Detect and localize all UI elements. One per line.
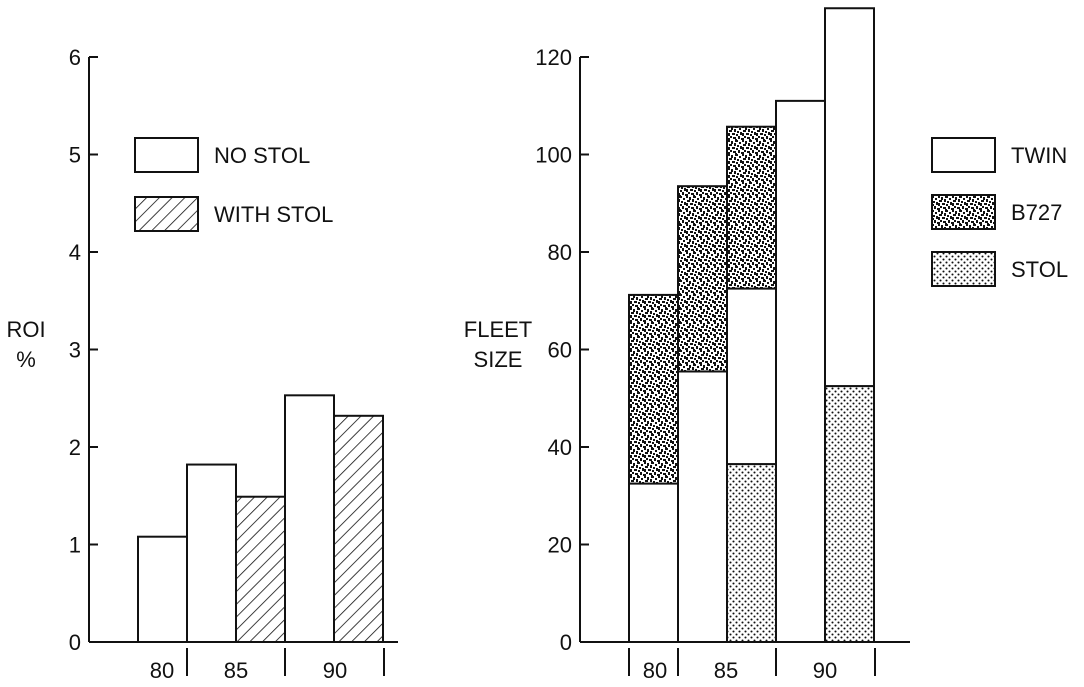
y-tick-label: 80 <box>548 240 572 265</box>
y-tick-label: 2 <box>69 435 81 460</box>
y-tick-label: 6 <box>69 45 81 70</box>
x-tick-label: 90 <box>813 658 837 683</box>
y-tick-label: 4 <box>69 240 81 265</box>
y-tick-label: 60 <box>548 338 572 363</box>
x-tick-label: 90 <box>323 658 347 683</box>
y-tick-label: 0 <box>69 630 81 655</box>
y-tick-label: 5 <box>69 143 81 168</box>
y-tick-label: 100 <box>535 143 572 168</box>
bar-with-stol <box>235 495 286 643</box>
y-tick-label: 0 <box>560 630 572 655</box>
y-tick-label: 40 <box>548 435 572 460</box>
legend-label: WITH STOL <box>214 202 333 227</box>
bar-no-stol <box>186 463 237 643</box>
x-tick-label: 80 <box>150 658 174 683</box>
bar-segment-twin <box>824 7 875 388</box>
bar-segment-b727 <box>628 293 679 485</box>
y-tick-label: 3 <box>69 338 81 363</box>
y-axis-title: % <box>16 347 36 372</box>
legend-swatch <box>134 137 199 173</box>
x-tick-label: 85 <box>224 658 248 683</box>
bar-segment-b727 <box>677 185 728 373</box>
bar-segment-twin <box>677 370 728 643</box>
bar-segment-b727 <box>726 125 777 290</box>
legend-label: B727 <box>1011 200 1062 225</box>
bar-segment-stol <box>726 463 777 643</box>
bar-segment-twin <box>775 99 826 643</box>
bar-segment-twin <box>628 482 679 643</box>
legend-swatch <box>134 196 199 232</box>
roi-chart: 0 1 2 3 4 5 6 80 85 90 ROI% NO STOL WITH STOL <box>6 45 398 683</box>
y-axis-title: FLEET <box>464 317 532 342</box>
fleet-size-chart: 0 20 40 60 80 100 120 80 85 90 FLEET SIZE TWIN B727 ST… <box>464 7 1068 683</box>
y-tick-label: 20 <box>548 533 572 558</box>
bar-no-stol <box>284 394 335 644</box>
y-axis-title: ROI <box>6 317 45 342</box>
y-axis-title: SIZE <box>474 347 523 372</box>
legend-label: NO STOL <box>214 143 310 168</box>
legend-swatch <box>931 251 996 287</box>
bar-segment-twin <box>726 287 777 466</box>
x-tick-label: 85 <box>714 658 738 683</box>
y-tick-label: 1 <box>69 533 81 558</box>
legend-swatch <box>931 137 996 173</box>
bar-segment-stol <box>824 385 875 643</box>
bar-no-stol <box>137 535 188 644</box>
legend-swatch <box>931 194 996 230</box>
y-tick-label: 120 <box>535 45 572 70</box>
x-tick-label: 80 <box>643 658 667 683</box>
legend-label: TWIN <box>1011 143 1067 168</box>
bar-with-stol <box>333 414 384 643</box>
legend-label: STOL <box>1011 257 1068 282</box>
